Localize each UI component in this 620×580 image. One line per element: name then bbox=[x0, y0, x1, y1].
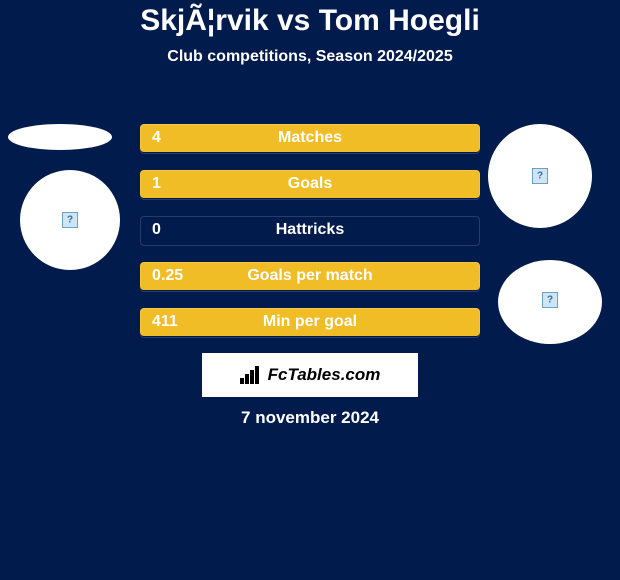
stat-bar-row: 0Hattricks bbox=[140, 216, 480, 244]
stat-bar-row: 0.25Goals per match bbox=[140, 262, 480, 290]
placeholder-image-icon bbox=[542, 292, 558, 308]
date-text: 7 november 2024 bbox=[0, 408, 620, 428]
stat-bar-row: 411Min per goal bbox=[140, 308, 480, 336]
barchart-icon bbox=[240, 366, 262, 384]
stat-bar-row: 1Goals bbox=[140, 170, 480, 198]
left-oval bbox=[8, 124, 112, 150]
stat-bar-row: 4Matches bbox=[140, 124, 480, 152]
placeholder-image-icon bbox=[532, 168, 548, 184]
page-subtitle: Club competitions, Season 2024/2025 bbox=[0, 48, 620, 66]
page-title: SkjÃ¦rvik vs Tom Hoegli bbox=[0, 4, 620, 38]
stat-bar-label: Goals per match bbox=[140, 267, 480, 285]
placeholder-image-icon bbox=[62, 212, 78, 228]
stat-bar-label: Min per goal bbox=[140, 313, 480, 331]
brand-watermark: FcTables.com bbox=[202, 353, 418, 397]
brand-text: FcTables.com bbox=[268, 365, 381, 385]
stat-bar-label: Hattricks bbox=[140, 221, 480, 239]
stat-bar-label: Goals bbox=[140, 175, 480, 193]
stat-bars: 4Matches 1Goals 0Hattricks 0.25Goals per ma… bbox=[140, 124, 480, 354]
stat-bar-label: Matches bbox=[140, 129, 480, 147]
